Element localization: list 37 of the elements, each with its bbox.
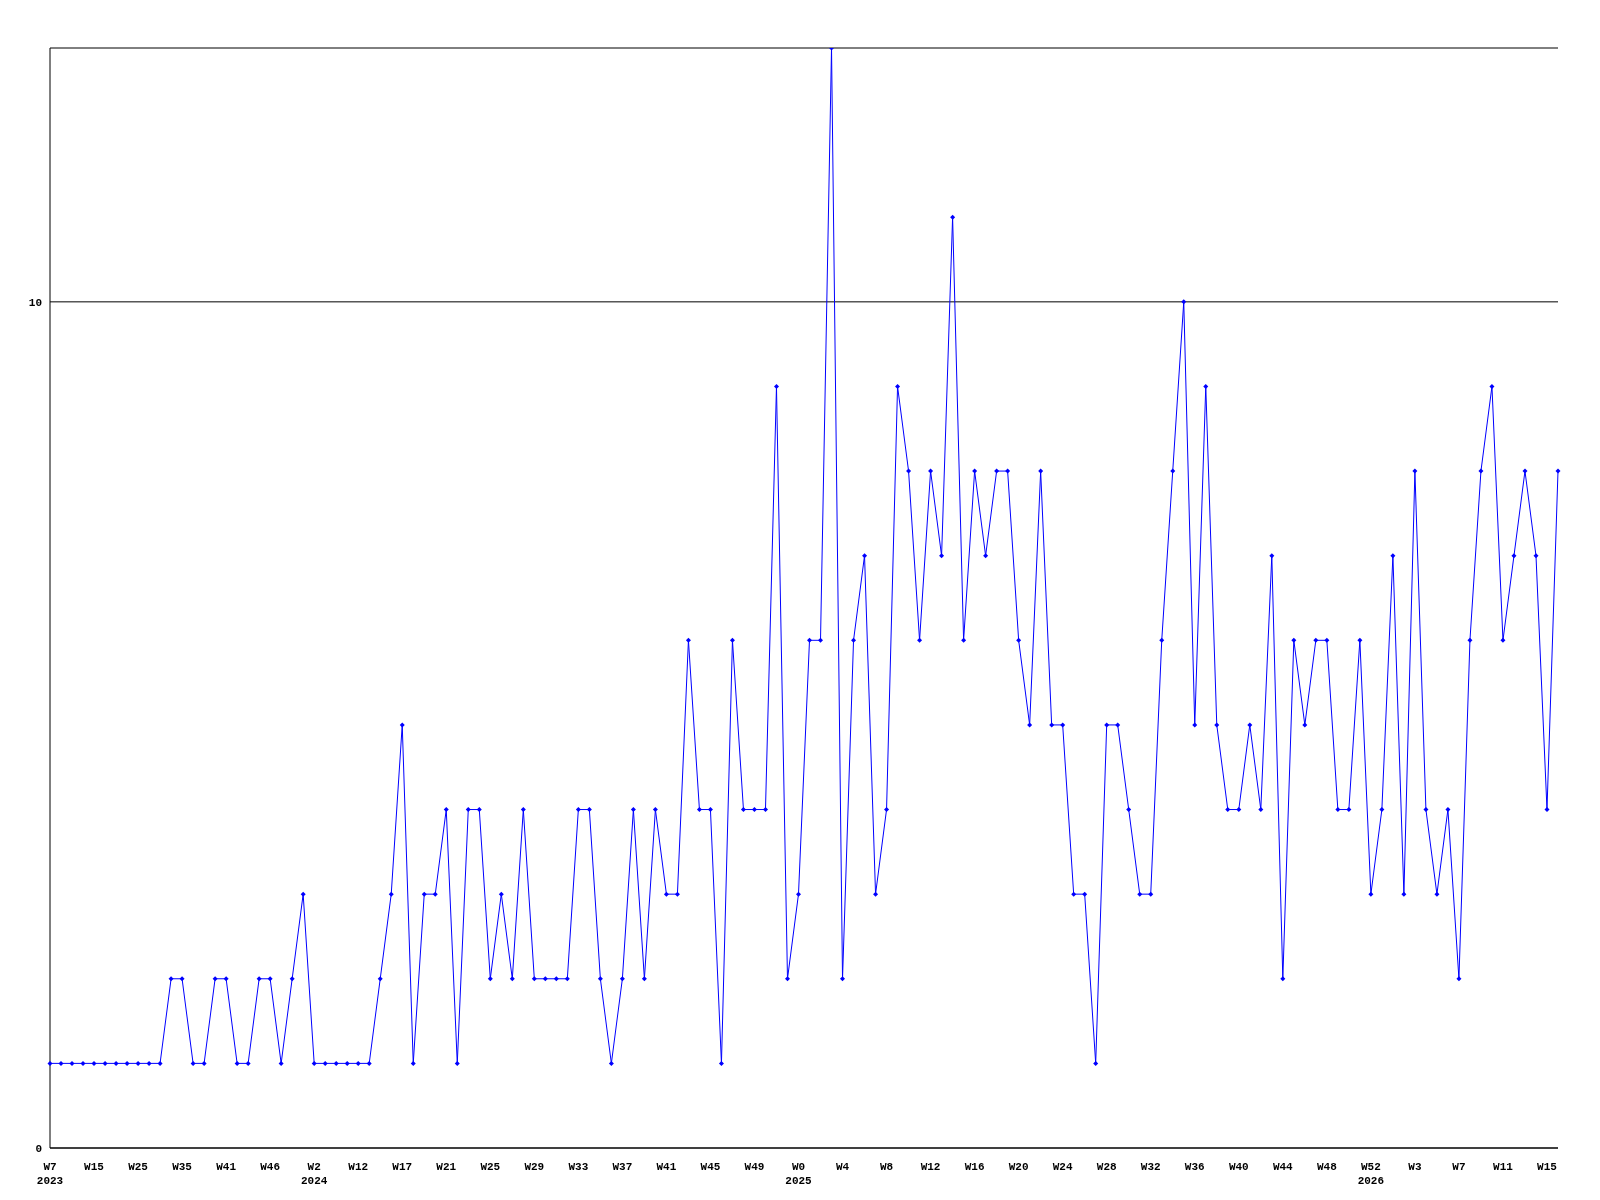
x-tick-label: W25 [480,1161,501,1173]
x-tick-label: W33 [568,1161,589,1173]
x-tick-label: W25 [128,1161,149,1173]
x-tick-label: W24 [1052,1161,1073,1173]
x-tick-label: W32 [1140,1161,1161,1173]
x-tick-label: W12 [348,1161,369,1173]
y-tick-label: 0 [35,1142,42,1155]
x-tick-label: W15 [84,1161,105,1173]
x-tick-label: W7 2023 [36,1161,64,1187]
x-tick-label: W48 [1316,1161,1338,1173]
x-tick-label: W2 2024 [300,1161,328,1187]
x-tick-label: W4 [835,1161,850,1173]
x-tick-label: W49 [744,1161,765,1173]
x-tick-label: W45 [700,1161,721,1173]
x-tick-label: W12 [920,1161,941,1173]
x-tick-label: W40 [1228,1161,1249,1173]
x-tick-label: W29 [524,1161,545,1173]
x-tick-label: W8 [879,1161,894,1173]
y-tick-label: 10 [28,296,42,309]
x-tick-label: W44 [1272,1161,1294,1173]
x-tick-label: W11 [1493,1161,1514,1173]
x-tick-label: W16 [964,1161,985,1173]
x-tick-label: W7 [1452,1161,1466,1173]
x-tick-label: W15 [1537,1161,1558,1173]
x-tick-label: W41 [656,1161,677,1173]
x-tick-label: W0 2025 [785,1161,813,1187]
x-tick-label: W46 [260,1161,281,1173]
x-tick-label: W20 [1008,1161,1029,1173]
x-tick-label: W37 [612,1161,633,1173]
x-tick-label: W3 [1408,1161,1422,1173]
x-tick-label: W36 [1184,1161,1205,1173]
x-tick-label: W35 [172,1161,193,1173]
x-tick-label: W28 [1096,1161,1117,1173]
x-tick-label: W21 [436,1161,457,1173]
x-tick-label: W52 2026 [1357,1161,1385,1187]
x-tick-label: W17 [392,1161,413,1173]
x-tick-label: W41 [216,1161,237,1173]
